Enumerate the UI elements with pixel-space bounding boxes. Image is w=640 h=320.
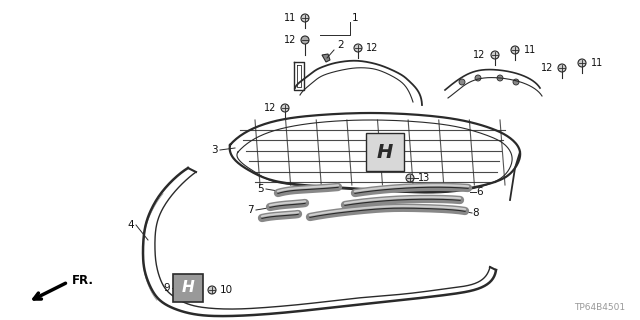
Text: 2: 2 <box>337 40 344 50</box>
Text: 11: 11 <box>524 45 536 55</box>
Text: TP64B4501: TP64B4501 <box>574 303 625 312</box>
Text: 8: 8 <box>472 208 479 218</box>
Circle shape <box>281 104 289 112</box>
Text: 11: 11 <box>284 13 296 23</box>
Circle shape <box>497 75 503 81</box>
Text: 6: 6 <box>476 187 483 197</box>
Text: 3: 3 <box>211 145 218 155</box>
Circle shape <box>513 79 519 85</box>
Circle shape <box>354 44 362 52</box>
Text: FR.: FR. <box>72 274 94 286</box>
FancyBboxPatch shape <box>366 133 404 171</box>
Text: 12: 12 <box>284 35 296 45</box>
Text: 12: 12 <box>472 50 485 60</box>
Text: 12: 12 <box>366 43 378 53</box>
Text: 10: 10 <box>220 285 233 295</box>
Text: 12: 12 <box>541 63 553 73</box>
Text: 11: 11 <box>591 58 604 68</box>
Text: 4: 4 <box>127 220 134 230</box>
Text: 9: 9 <box>163 283 170 293</box>
Circle shape <box>511 46 519 54</box>
Circle shape <box>301 14 309 22</box>
Circle shape <box>459 79 465 85</box>
Circle shape <box>578 59 586 67</box>
Polygon shape <box>322 54 330 62</box>
Circle shape <box>475 75 481 81</box>
Circle shape <box>558 64 566 72</box>
Text: H: H <box>182 281 195 295</box>
Text: 7: 7 <box>248 205 254 215</box>
FancyBboxPatch shape <box>173 274 203 302</box>
Text: H: H <box>377 142 393 162</box>
Text: 13: 13 <box>418 173 430 183</box>
Text: 5: 5 <box>257 184 264 194</box>
Circle shape <box>406 174 414 182</box>
Text: 12: 12 <box>264 103 276 113</box>
Circle shape <box>208 286 216 294</box>
Circle shape <box>301 36 309 44</box>
Circle shape <box>491 51 499 59</box>
Text: 1: 1 <box>352 13 358 23</box>
